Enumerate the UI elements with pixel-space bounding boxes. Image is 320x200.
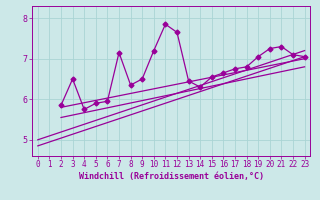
X-axis label: Windchill (Refroidissement éolien,°C): Windchill (Refroidissement éolien,°C)	[79, 172, 264, 181]
